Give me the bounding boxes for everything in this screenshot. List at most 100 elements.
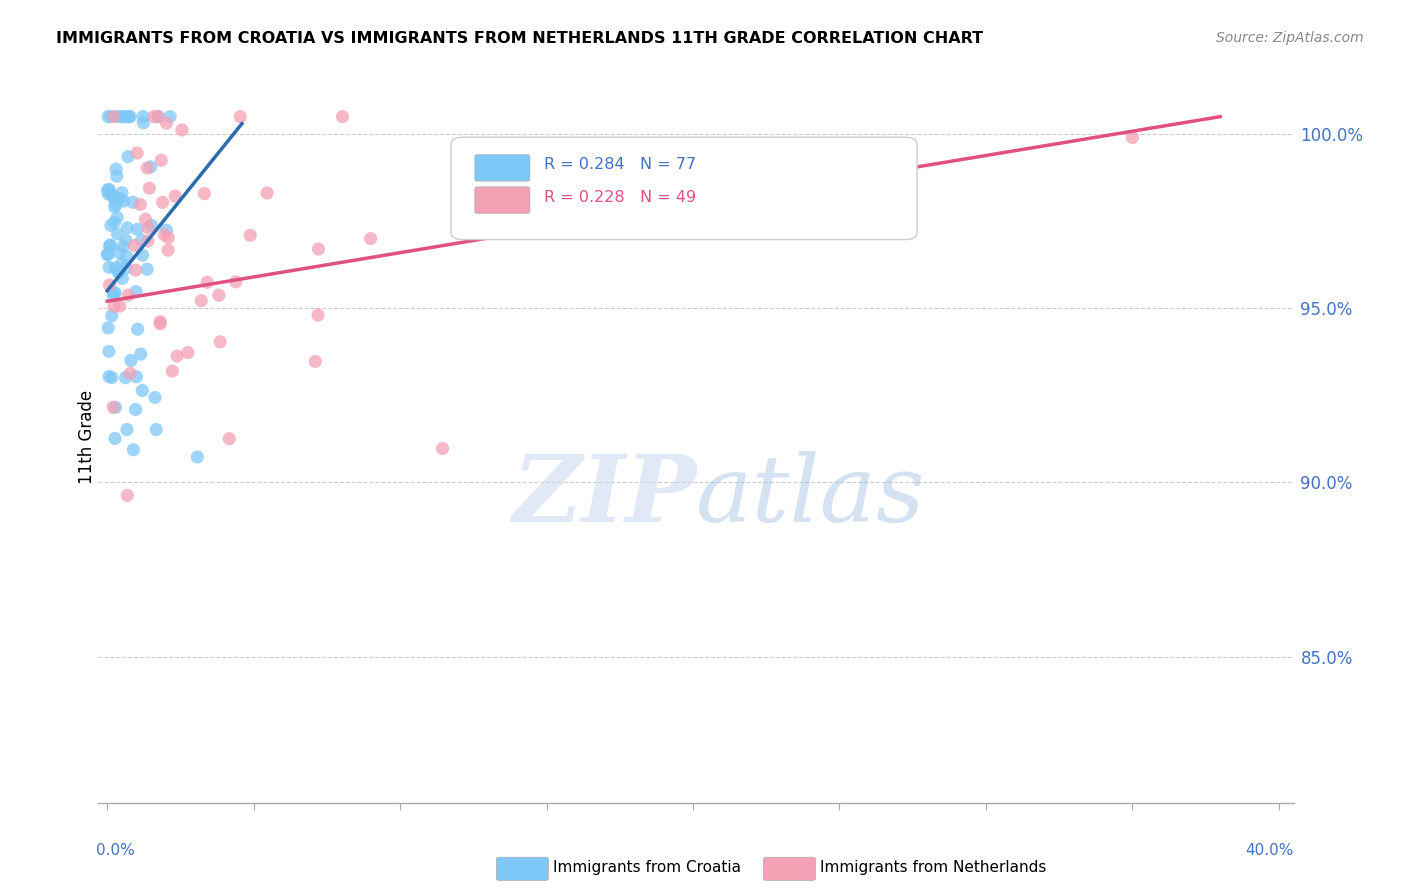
Point xyxy=(96,247,118,261)
Point xyxy=(132,110,155,124)
Point xyxy=(110,110,132,124)
Point xyxy=(117,288,139,302)
Text: ZIP: ZIP xyxy=(512,450,696,541)
Point xyxy=(104,197,127,211)
Point xyxy=(105,110,128,124)
Point xyxy=(138,181,160,195)
Point xyxy=(122,195,145,210)
Point xyxy=(186,450,208,464)
Point xyxy=(103,200,125,214)
Point xyxy=(143,391,166,405)
Point xyxy=(107,265,129,279)
Point xyxy=(105,211,128,225)
Point xyxy=(153,227,176,242)
Text: IMMIGRANTS FROM CROATIA VS IMMIGRANTS FROM NETHERLANDS 11TH GRADE CORRELATION CH: IMMIGRANTS FROM CROATIA VS IMMIGRANTS FR… xyxy=(56,31,983,46)
Point xyxy=(332,110,354,124)
Point xyxy=(165,189,187,203)
Text: atlas: atlas xyxy=(696,450,925,541)
Point xyxy=(118,110,141,124)
Point xyxy=(155,116,177,130)
Point xyxy=(195,276,218,290)
Point xyxy=(98,260,121,275)
Point xyxy=(157,243,180,257)
Point xyxy=(159,110,181,124)
Point xyxy=(155,223,177,237)
Point xyxy=(166,349,188,363)
Point xyxy=(307,308,329,322)
Text: Immigrants from Croatia: Immigrants from Croatia xyxy=(553,860,741,874)
Point xyxy=(103,215,125,229)
Point xyxy=(124,238,146,252)
Point xyxy=(115,234,138,248)
Text: R = 0.228   N = 49: R = 0.228 N = 49 xyxy=(544,190,696,204)
Point xyxy=(124,402,146,417)
Point xyxy=(177,345,200,359)
Point xyxy=(149,317,172,331)
Point xyxy=(193,186,215,201)
Point xyxy=(104,260,127,275)
Text: Immigrants from Netherlands: Immigrants from Netherlands xyxy=(820,860,1046,874)
Point xyxy=(114,370,136,384)
Point xyxy=(122,442,145,457)
Text: Source: ZipAtlas.com: Source: ZipAtlas.com xyxy=(1216,31,1364,45)
Point xyxy=(101,189,124,203)
Point xyxy=(97,183,120,197)
Point xyxy=(112,194,135,208)
Point xyxy=(131,248,153,262)
Point xyxy=(98,369,121,384)
Point xyxy=(107,227,129,241)
Point xyxy=(105,161,128,176)
Point xyxy=(307,242,329,256)
Point xyxy=(103,299,125,313)
Point xyxy=(104,432,127,446)
Point xyxy=(97,186,120,201)
Point xyxy=(150,153,173,168)
Point xyxy=(218,432,240,446)
Point xyxy=(120,353,142,368)
Point xyxy=(136,234,159,248)
Point xyxy=(112,110,135,124)
Point xyxy=(120,110,142,124)
Point xyxy=(225,275,247,289)
Point xyxy=(111,239,134,253)
Point xyxy=(103,286,125,301)
Point xyxy=(117,110,139,124)
Point xyxy=(131,233,153,247)
Y-axis label: 11th Grade: 11th Grade xyxy=(79,390,96,484)
Point xyxy=(100,110,122,124)
Point xyxy=(157,230,180,244)
Text: 0.0%: 0.0% xyxy=(96,843,135,858)
Point xyxy=(117,220,139,235)
Point xyxy=(139,160,162,174)
Point xyxy=(111,186,134,200)
Point xyxy=(125,369,148,384)
Point xyxy=(98,238,121,252)
Point xyxy=(208,288,231,302)
Point xyxy=(152,195,174,210)
Point xyxy=(229,110,252,124)
Point xyxy=(108,245,131,260)
Point xyxy=(125,285,148,299)
Point xyxy=(209,334,232,349)
Point xyxy=(115,423,138,437)
FancyBboxPatch shape xyxy=(475,187,530,213)
Point xyxy=(239,228,262,243)
Point xyxy=(100,186,122,201)
Point xyxy=(127,322,149,336)
Point xyxy=(97,110,120,124)
Point xyxy=(103,110,125,124)
Point xyxy=(129,197,152,211)
FancyBboxPatch shape xyxy=(451,137,917,240)
Point xyxy=(115,249,138,263)
Point xyxy=(97,344,120,359)
Text: R = 0.284   N = 77: R = 0.284 N = 77 xyxy=(544,158,696,172)
Point xyxy=(148,110,170,124)
Point xyxy=(104,286,127,301)
Point xyxy=(101,288,124,302)
Point xyxy=(98,182,121,196)
Point xyxy=(103,401,125,415)
Point xyxy=(120,367,142,381)
Point xyxy=(143,110,166,124)
Point xyxy=(136,262,159,277)
Point xyxy=(100,370,122,384)
